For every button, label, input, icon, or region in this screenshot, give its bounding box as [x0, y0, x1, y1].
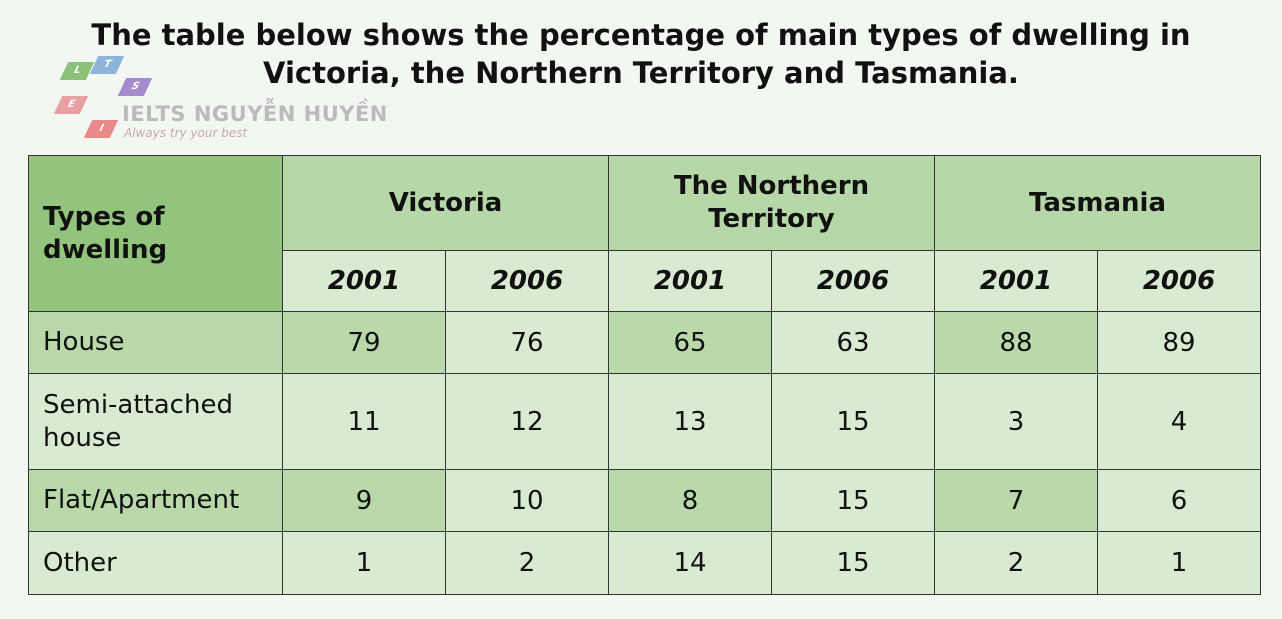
- value-cell: 76: [445, 311, 609, 374]
- logo: L T S E I IELTS NGUYỄN HUYỀN Always try …: [52, 56, 392, 146]
- logo-letter: I: [83, 120, 119, 138]
- row-label: Other: [28, 531, 283, 595]
- value-cell: 3: [934, 373, 1098, 470]
- value-cell: 2: [445, 531, 609, 595]
- group-header: Tasmania: [934, 155, 1261, 251]
- value-cell: 8: [608, 469, 772, 532]
- value-cell: 15: [771, 469, 935, 532]
- row-label: Semi-attached house: [28, 373, 283, 470]
- table-row: Types of dwelling Victoria The Northern Te…: [28, 155, 1261, 312]
- logo-letter: L: [59, 62, 95, 80]
- corner-header: Types of dwelling: [28, 155, 283, 312]
- table-row: Flat/Apartment 9 10 8 15 7 6: [28, 469, 1261, 532]
- group-header: Victoria: [282, 155, 609, 251]
- value-cell: 11: [282, 373, 446, 470]
- value-cell: 12: [445, 373, 609, 470]
- year-header: 2006: [771, 250, 935, 312]
- value-cell: 14: [608, 531, 772, 595]
- table-row: House 79 76 65 63 88 89: [28, 311, 1261, 374]
- logo-tagline: Always try your best: [124, 126, 248, 140]
- group-header: The Northern Territory: [608, 155, 935, 251]
- logo-letter: E: [53, 96, 89, 114]
- value-cell: 1: [1097, 531, 1261, 595]
- value-cell: 65: [608, 311, 772, 374]
- value-cell: 13: [608, 373, 772, 470]
- table-row: Semi-attached house 11 12 13 15 3 4: [28, 373, 1261, 470]
- year-header: 2001: [282, 250, 446, 312]
- year-header: 2006: [445, 250, 609, 312]
- logo-letter: S: [117, 78, 153, 96]
- row-label: House: [28, 311, 283, 374]
- value-cell: 63: [771, 311, 935, 374]
- value-cell: 15: [771, 531, 935, 595]
- value-cell: 89: [1097, 311, 1261, 374]
- value-cell: 10: [445, 469, 609, 532]
- value-cell: 7: [934, 469, 1098, 532]
- value-cell: 2: [934, 531, 1098, 595]
- year-header: 2001: [608, 250, 772, 312]
- table-row: 2001 2006 2001 2006 2001 2006: [29, 250, 1261, 312]
- year-header: 2001: [934, 250, 1098, 312]
- logo-letter: T: [89, 56, 125, 74]
- table-row: Other 1 2 14 15 2 1: [28, 531, 1261, 595]
- value-cell: 79: [282, 311, 446, 374]
- logo-name: IELTS NGUYỄN HUYỀN: [122, 102, 388, 126]
- value-cell: 6: [1097, 469, 1261, 532]
- value-cell: 15: [771, 373, 935, 470]
- value-cell: 1: [282, 531, 446, 595]
- dwelling-table: Types of dwelling Victoria The Northern Te…: [28, 155, 1261, 595]
- value-cell: 88: [934, 311, 1098, 374]
- value-cell: 9: [282, 469, 446, 532]
- value-cell: 4: [1097, 373, 1261, 470]
- title: The table below shows the percentage of …: [91, 18, 1191, 90]
- year-header: 2006: [1097, 250, 1261, 312]
- row-label: Flat/Apartment: [28, 469, 283, 532]
